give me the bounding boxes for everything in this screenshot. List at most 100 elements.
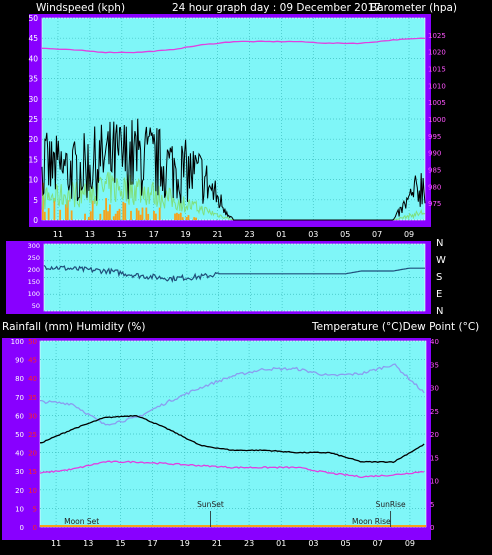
rain-bar xyxy=(70,210,73,220)
humidity-tick-label: 50 xyxy=(15,431,24,439)
rain-bar xyxy=(135,208,138,220)
temp-tick-label: 35 xyxy=(430,361,439,369)
rain-bar xyxy=(154,213,157,220)
annotation-label: SunSet xyxy=(197,500,224,509)
time-tick-label: 09 xyxy=(405,539,415,548)
time-tick-label: 17 xyxy=(149,230,159,239)
time-tick-label: 11 xyxy=(51,539,61,548)
time-tick-label: 11 xyxy=(53,230,63,239)
rain-bar xyxy=(177,213,180,220)
direction-tick-label: 150 xyxy=(28,278,40,286)
rain-tick-label: 20 xyxy=(28,450,37,458)
humidity-line xyxy=(39,460,425,479)
wind-tick-label: 30 xyxy=(28,95,38,104)
direction-label: E xyxy=(436,289,442,300)
rain-bar xyxy=(185,217,188,220)
rain-bar xyxy=(91,200,94,220)
wind-gust-line xyxy=(41,118,426,221)
rain-bar xyxy=(145,207,148,220)
rain-bar xyxy=(153,211,155,220)
direction-tick-label: 50 xyxy=(32,302,40,310)
time-tick-label: 19 xyxy=(181,230,191,239)
wind-direction-line xyxy=(43,264,425,284)
direction-label: S xyxy=(436,272,442,283)
direction-series xyxy=(43,264,425,284)
title-barometer: Barometer (hpa) xyxy=(370,2,457,14)
direction-tick-label: 100 xyxy=(28,290,40,298)
wind-tick-label: 45 xyxy=(28,34,38,43)
time-tick-label: 03 xyxy=(308,230,318,239)
baro-tick-label: 990 xyxy=(428,150,441,158)
rain-tick-label: 15 xyxy=(28,468,37,476)
time-tick-label: 17 xyxy=(147,539,157,548)
time-tick-label: 21 xyxy=(212,539,222,548)
humidity-tick-label: 40 xyxy=(15,450,24,458)
rain-bar xyxy=(176,212,178,220)
time-tick-label: 07 xyxy=(373,539,383,548)
wind-tick-label: 10 xyxy=(28,176,38,185)
rain-bar xyxy=(114,213,117,220)
humidity-tick-label: 0 xyxy=(20,524,24,532)
rain-bar xyxy=(64,204,67,220)
humidity-tick-label: 100 xyxy=(11,338,24,346)
label-temp-dew: Temperature (°C)Dew Point (°C) xyxy=(311,321,479,333)
time-tick-label: 01 xyxy=(276,539,286,548)
time-tick-label: 07 xyxy=(372,230,382,239)
humidity-tick-label: 90 xyxy=(15,357,24,365)
wind-tick-label: 15 xyxy=(28,155,38,164)
rain-bar xyxy=(118,208,121,220)
baro-tick-label: 1005 xyxy=(428,99,446,107)
humidity-tick-label: 30 xyxy=(15,468,24,476)
time-tick-label: 13 xyxy=(83,539,93,548)
temperature-line xyxy=(40,363,425,426)
direction-tick-label: 250 xyxy=(28,254,40,262)
temp-tick-label: 15 xyxy=(430,454,439,462)
humidity-tick-label: 60 xyxy=(15,412,24,420)
direction-tick-label: 200 xyxy=(28,266,40,274)
wind-tick-label: 5 xyxy=(33,196,38,205)
baro-tick-label: 985 xyxy=(428,167,441,175)
rain-bar xyxy=(66,200,69,220)
humidity-tick-label: 80 xyxy=(15,375,24,383)
rain-bar xyxy=(130,210,132,220)
wind-series xyxy=(41,37,426,221)
humidity-tick-label: 10 xyxy=(15,505,24,513)
title-date: 24 hour graph day : 09 December 2017 xyxy=(172,2,381,14)
baro-tick-label: 1020 xyxy=(428,49,446,57)
rain-bar xyxy=(124,203,127,220)
rain-bar xyxy=(59,209,62,220)
direction-label: N xyxy=(436,306,443,317)
annotation-label: Moon Rise xyxy=(352,517,391,526)
rain-bar xyxy=(181,217,184,220)
rain-bar xyxy=(87,216,90,220)
rain-bar xyxy=(174,213,176,220)
wind-tick-label: 0 xyxy=(33,216,38,225)
wind-tick-label: 25 xyxy=(28,115,38,124)
temp-tick-label: 5 xyxy=(430,501,434,509)
rain-bar xyxy=(139,214,142,220)
temp-tick-label: 25 xyxy=(430,408,439,416)
axis-labels: 0510152025303540455097598098599099510001… xyxy=(11,14,446,548)
rain-bar xyxy=(109,204,111,220)
time-tick-label: 15 xyxy=(117,230,127,239)
rain-tick-label: 50 xyxy=(28,338,37,346)
rain-bar xyxy=(141,207,144,220)
rain-bar xyxy=(147,213,150,220)
wind-tick-label: 35 xyxy=(28,75,38,84)
rain-bar xyxy=(107,211,109,220)
rain-bar xyxy=(122,201,125,220)
rain-bar xyxy=(43,211,46,220)
time-tick-label: 05 xyxy=(340,230,350,239)
rain-tick-label: 45 xyxy=(28,357,37,365)
time-tick-label: 23 xyxy=(244,230,254,239)
humidity-tick-label: 70 xyxy=(15,394,24,402)
wind-tick-label: 20 xyxy=(28,135,38,144)
panel-frames xyxy=(2,14,431,540)
wind-tick-label: 40 xyxy=(28,54,38,63)
baro-tick-label: 980 xyxy=(428,183,441,191)
temp-tick-label: 20 xyxy=(430,431,439,439)
rain-bar xyxy=(99,213,102,220)
baro-tick-label: 1000 xyxy=(428,116,446,124)
baro-tick-label: 995 xyxy=(428,133,441,141)
